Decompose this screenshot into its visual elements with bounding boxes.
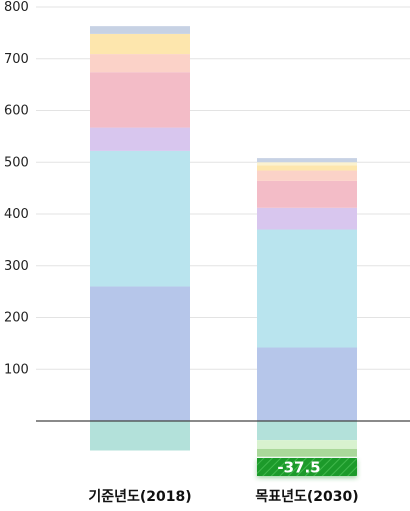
bar-segment-negative xyxy=(90,421,190,451)
y-tick-label: 700 xyxy=(4,52,29,67)
bar-segment xyxy=(257,229,357,348)
bar-segment xyxy=(90,127,190,151)
bar-segment xyxy=(90,150,190,287)
reduction-badge xyxy=(257,458,357,476)
bar-segment xyxy=(257,347,357,421)
bar-segment xyxy=(90,54,190,73)
y-tick-label: 100 xyxy=(4,362,29,377)
bar-segment xyxy=(257,170,357,181)
bar-segment xyxy=(257,180,357,208)
reduction-badge-label: -37.5 xyxy=(277,459,320,477)
y-tick-label: 600 xyxy=(4,104,29,119)
y-tick-label: 200 xyxy=(4,311,29,326)
bar-segment-negative xyxy=(257,421,357,441)
bar-segment xyxy=(257,207,357,230)
x-category-label: 기준년도(2018) xyxy=(88,489,191,505)
bar-segment-negative xyxy=(257,440,357,449)
bar-segment xyxy=(257,165,357,171)
bar-segment xyxy=(90,286,190,421)
bar-segment xyxy=(257,162,357,166)
x-category-label: 목표년도(2030) xyxy=(255,489,358,505)
bar-segment-negative xyxy=(257,448,357,457)
y-tick-label: 400 xyxy=(4,207,29,222)
y-tick-label: 800 xyxy=(4,0,29,15)
y-tick-label: 300 xyxy=(4,259,29,274)
y-tick-label: 500 xyxy=(4,155,29,170)
bar-segment xyxy=(257,158,357,163)
bar-segment xyxy=(90,26,190,34)
bar-segment xyxy=(90,72,190,128)
bar-segment xyxy=(90,33,190,55)
